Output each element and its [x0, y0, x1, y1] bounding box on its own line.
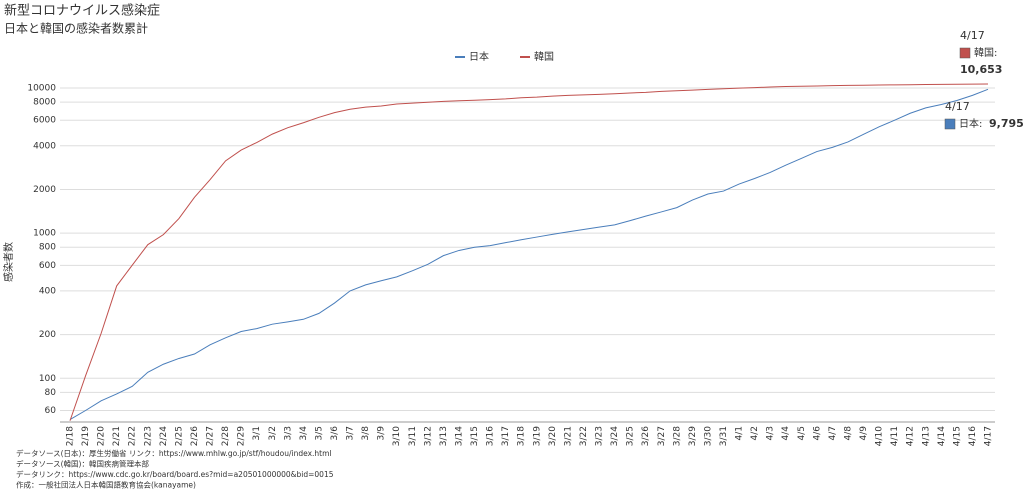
y-tick-label: 800	[39, 243, 56, 253]
y-tick-label: 6000	[33, 116, 56, 126]
x-tick-label: 4/2	[750, 426, 760, 440]
source-note: データリンク：https://www.cdc.go.kr/board/board…	[16, 469, 334, 479]
y-tick-label: 200	[39, 330, 56, 340]
x-tick-label: 3/28	[672, 426, 682, 446]
x-tick-label: 3/9	[377, 426, 387, 441]
end-date: 4/17	[960, 29, 985, 42]
end-value: 10,653	[960, 63, 1002, 76]
x-tick-label: 4/9	[859, 426, 869, 441]
x-tick-label: 3/25	[626, 426, 636, 446]
legend-label: 韓国	[534, 51, 554, 63]
x-tick-label: 4/15	[952, 426, 962, 446]
y-tick-label: 600	[39, 261, 56, 271]
end-label: 日本:	[959, 117, 982, 130]
end-value: 9,795	[989, 117, 1024, 130]
y-tick-label: 400	[39, 286, 56, 296]
x-tick-label: 3/6	[330, 426, 340, 441]
x-tick-label: 4/1	[735, 426, 745, 440]
end-date: 4/17	[945, 100, 970, 113]
y-tick-label: 100	[39, 374, 56, 384]
x-tick-label: 4/14	[937, 426, 947, 446]
x-tick-label: 2/27	[206, 426, 216, 446]
x-tick-label: 3/7	[346, 426, 356, 440]
x-tick-label: 3/10	[392, 426, 402, 446]
x-tick-label: 4/8	[843, 426, 853, 441]
x-tick-label: 3/27	[657, 426, 667, 446]
x-tick-label: 3/13	[439, 426, 449, 446]
x-tick-label: 2/19	[81, 426, 91, 446]
series-line	[69, 88, 989, 420]
x-tick-label: 3/26	[641, 426, 651, 446]
x-tick-label: 4/17	[984, 426, 994, 446]
x-tick-label: 3/20	[548, 426, 558, 446]
y-tick-label: 80	[45, 388, 57, 398]
x-tick-label: 2/24	[159, 426, 169, 446]
x-tick-label: 3/22	[579, 426, 589, 446]
source-note: データソース(日本)：厚生労働省 リンク：https://www.mhlw.go…	[16, 448, 332, 458]
x-tick-label: 3/3	[283, 426, 293, 440]
x-tick-label: 2/21	[112, 426, 122, 446]
x-tick-label: 2/23	[143, 426, 153, 446]
x-tick-label: 4/5	[797, 426, 807, 440]
x-tick-label: 3/5	[314, 426, 324, 440]
x-tick-label: 2/25	[174, 426, 184, 446]
x-tick-label: 3/21	[563, 426, 573, 446]
x-tick-label: 3/16	[486, 426, 496, 446]
x-tick-label: 3/17	[501, 426, 511, 446]
x-tick-label: 4/13	[921, 426, 931, 446]
end-marker	[944, 118, 956, 130]
y-tick-label: 1000	[33, 229, 56, 239]
x-tick-label: 3/18	[517, 426, 527, 446]
chart-title: 新型コロナウイルス感染症	[4, 3, 160, 19]
x-tick-label: 4/12	[906, 426, 916, 446]
x-tick-label: 3/19	[532, 426, 542, 446]
x-tick-label: 2/18	[66, 426, 76, 446]
x-tick-label: 3/23	[595, 426, 605, 446]
y-tick-label: 60	[45, 406, 57, 416]
x-tick-label: 4/16	[968, 426, 978, 446]
x-tick-label: 4/3	[766, 426, 776, 440]
x-tick-label: 2/26	[190, 426, 200, 446]
x-tick-label: 2/22	[128, 426, 138, 446]
x-tick-label: 3/14	[454, 426, 464, 446]
x-tick-label: 3/31	[719, 426, 729, 446]
x-tick-label: 3/24	[610, 426, 620, 446]
y-tick-label: 2000	[33, 185, 56, 195]
series-line	[69, 83, 989, 421]
y-tick-label: 4000	[33, 141, 56, 151]
x-tick-label: 4/6	[812, 426, 822, 441]
source-note: データソース(韓国)：韓国疾病管理本部	[16, 459, 149, 469]
x-tick-label: 3/30	[703, 426, 713, 446]
x-tick-label: 3/29	[688, 426, 698, 446]
x-tick-label: 4/4	[781, 426, 791, 441]
chart-subtitle: 日本と韓国の感染者数累計	[4, 21, 148, 36]
x-tick-label: 2/29	[237, 426, 247, 446]
x-tick-label: 3/2	[268, 426, 278, 440]
legend-label: 日本	[469, 50, 489, 63]
source-note: 作成：一般社団法人日本韓国語教育協会(kanayame)	[16, 480, 196, 490]
x-tick-label: 4/10	[875, 426, 885, 446]
x-tick-label: 3/15	[470, 426, 480, 446]
end-label: 韓国:	[974, 47, 997, 59]
y-tick-label: 8000	[33, 98, 56, 108]
y-tick-label: 10000	[27, 84, 56, 94]
x-tick-label: 2/20	[97, 426, 107, 446]
x-tick-label: 3/12	[423, 426, 433, 446]
x-tick-label: 4/7	[828, 426, 838, 440]
x-tick-label: 3/4	[299, 426, 309, 441]
x-tick-label: 3/8	[361, 426, 371, 441]
x-tick-label: 4/11	[890, 426, 900, 446]
x-tick-label: 3/11	[408, 426, 418, 446]
x-tick-label: 2/28	[221, 426, 231, 446]
x-tick-label: 3/1	[252, 426, 262, 440]
end-marker	[959, 47, 971, 59]
y-axis-label: 感染者数	[2, 242, 15, 282]
